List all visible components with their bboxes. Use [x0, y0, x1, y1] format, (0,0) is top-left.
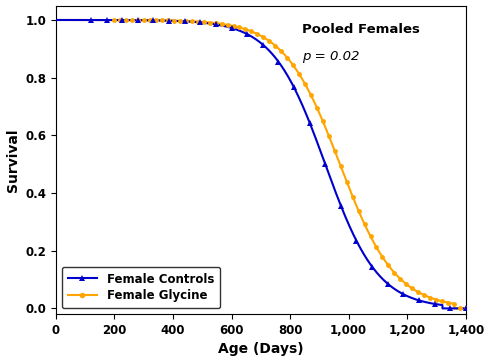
Text: Pooled Females: Pooled Females	[302, 23, 420, 36]
X-axis label: Age (Days): Age (Days)	[218, 342, 304, 357]
Y-axis label: Survival: Survival	[5, 128, 20, 191]
Text: p = 0.02: p = 0.02	[302, 50, 359, 63]
Legend: Female Controls, Female Glycine: Female Controls, Female Glycine	[62, 267, 220, 308]
